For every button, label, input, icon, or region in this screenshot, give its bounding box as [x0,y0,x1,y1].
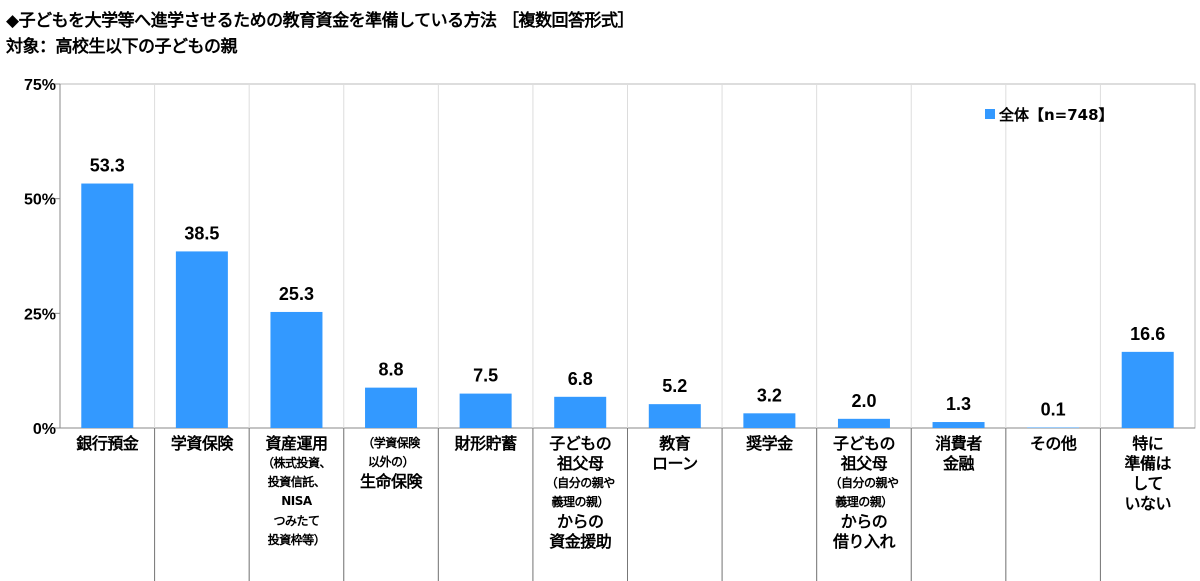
data-label: 2.0 [851,391,876,411]
category-label-line: 生命保険 [360,472,423,492]
data-label: 3.2 [757,385,782,405]
category-label: 特に 準備は して いない [1100,434,1195,514]
category-label-line: つみたて [273,513,320,528]
chart-title: ◆子どもを大学等へ進学させるための教育資金を準備している方法 ［複数回答形式］ [6,11,634,31]
bar [270,311,323,428]
category-label-line: 消費者 [935,434,982,453]
bar [175,251,228,428]
category-label: 消費者 金融 [911,434,1006,474]
data-label: 8.8 [379,360,404,380]
category-label-line: 以外の） [368,455,415,470]
category-label: 奨学金 [722,434,817,454]
y-tick-label: 25% [24,306,56,323]
category-label-line: NISA [281,494,312,509]
category-label: 資産運用 （株式投資、 投資信託、 NISA つみたて投資枠等） [249,434,344,550]
category-label: 子どもの 祖父母 （自分の親や 義理の親） からの 借り入れ [817,434,912,552]
bar [459,393,512,428]
category-label-line: （株式投資、 [261,456,332,470]
category-label-line: 教育 [659,434,691,453]
category-label: 学資保険 [155,434,250,454]
category-label-line: 特に [1132,434,1164,453]
category-label-line: 資産運用 [265,434,328,453]
data-label: 7.5 [473,366,498,386]
category-label-line: ローン [651,454,698,473]
bar [837,418,890,428]
bar [81,183,134,428]
category-label: 財形貯蓄 [438,434,533,454]
y-tick-label: 50% [24,192,56,209]
category-label-line: 借り入れ [832,532,896,552]
category-label-line: （自分の親や [545,476,616,490]
chart-subtitle: 対象：高校生以下の子どもの親 [6,37,238,57]
category-label: 子どもの 祖父母 （自分の親や 義理の親） からの 資金援助 [533,434,628,552]
data-label: 16.6 [1130,324,1165,344]
category-label-line: 子どもの [549,434,612,453]
bar [1121,351,1174,428]
data-label: 1.3 [946,394,971,414]
category-label-line: 学資保険 [170,434,234,453]
data-label: 0.1 [1041,400,1066,420]
data-label: 5.2 [662,376,687,396]
category-label-line: 祖父母 [556,454,604,473]
category-label: その他 [1006,434,1101,454]
category-label-line: 準備は [1124,454,1171,473]
category-label-line: 義理の親） [551,495,609,510]
data-label: 38.5 [184,223,219,243]
bar [932,422,985,428]
category-label-line: （自分の親や [829,476,899,490]
category-label-line: からの [556,512,604,532]
category-label-line: 金融 [943,454,975,473]
category-label: 教育 ローン [628,434,723,474]
bar [648,404,701,428]
category-label-line: 義理の親） [835,495,893,510]
bar [554,396,607,428]
data-label: 53.3 [90,156,125,176]
category-label-line: 投資信託、 [267,475,326,490]
category-label: （学資保険以外の） 生命保険 [344,434,439,492]
data-label: 25.3 [279,284,314,304]
category-label-line: 資金援助 [549,532,612,552]
category-label-line: 財形貯蓄 [454,434,518,453]
category-label-line: 投資枠等） [267,532,326,547]
y-tick-label: 75% [24,77,56,94]
category-label-line: その他 [1029,434,1077,453]
category-label-line: 銀行預金 [76,434,139,453]
bar [1027,427,1080,429]
category-label-line: いない [1124,494,1171,513]
bar [365,387,418,428]
category-label-line: して [1132,474,1163,493]
data-label: 6.8 [568,369,593,389]
category-label-line: 祖父母 [840,454,888,473]
category-label-line: 奨学金 [746,434,793,453]
category-label: 銀行預金 [60,434,155,454]
legend-swatch [985,109,995,119]
bar [743,413,796,428]
category-label-line: からの [840,512,888,532]
y-tick-label: 0% [33,421,56,438]
category-label-line: 子どもの [832,434,896,453]
legend-label: 全体【n=748】 [998,106,1114,124]
category-label-line: （学資保険 [362,436,420,450]
